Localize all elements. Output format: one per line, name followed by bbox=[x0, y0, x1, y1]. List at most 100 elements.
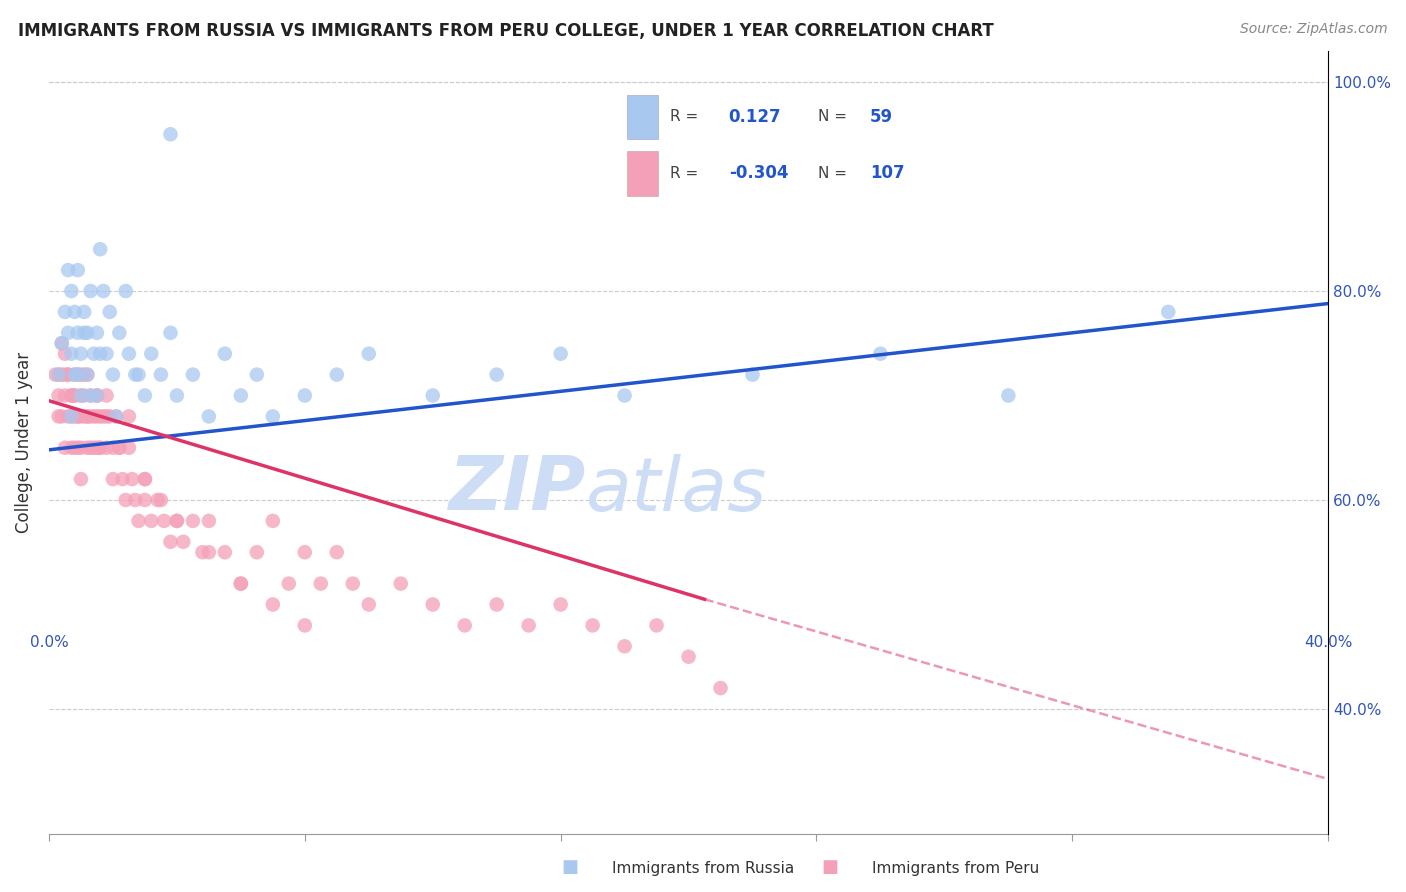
Point bbox=[262, 514, 284, 528]
Point bbox=[1157, 305, 1180, 319]
Point bbox=[191, 545, 214, 559]
Point bbox=[89, 347, 111, 361]
Point bbox=[56, 368, 79, 382]
Point bbox=[86, 326, 108, 340]
Point bbox=[181, 368, 204, 382]
Point bbox=[741, 368, 763, 382]
Point bbox=[146, 493, 169, 508]
Point bbox=[172, 534, 194, 549]
Text: ■: ■ bbox=[821, 858, 838, 876]
Point bbox=[709, 681, 731, 695]
Text: ZIP: ZIP bbox=[449, 453, 586, 526]
Point bbox=[86, 441, 108, 455]
Point bbox=[83, 347, 105, 361]
Point bbox=[134, 388, 156, 402]
Point bbox=[124, 368, 146, 382]
Point bbox=[198, 545, 221, 559]
Text: Immigrants from Russia: Immigrants from Russia bbox=[612, 861, 794, 876]
Point bbox=[79, 284, 101, 298]
Point bbox=[96, 388, 118, 402]
Point bbox=[51, 368, 73, 382]
Point bbox=[294, 545, 316, 559]
Point bbox=[101, 368, 124, 382]
Point bbox=[76, 368, 98, 382]
Point bbox=[79, 388, 101, 402]
Point bbox=[53, 388, 76, 402]
Point bbox=[63, 388, 86, 402]
Point bbox=[485, 598, 508, 612]
Point bbox=[73, 305, 96, 319]
Point bbox=[550, 598, 572, 612]
Point bbox=[108, 326, 131, 340]
Point bbox=[613, 640, 636, 654]
Point bbox=[645, 618, 668, 632]
Point bbox=[73, 388, 96, 402]
Point bbox=[159, 326, 181, 340]
Point bbox=[89, 441, 111, 455]
Point bbox=[53, 305, 76, 319]
Point bbox=[89, 242, 111, 256]
Point bbox=[581, 618, 603, 632]
Point bbox=[66, 409, 89, 424]
Point bbox=[91, 284, 114, 298]
Point bbox=[124, 493, 146, 508]
Point bbox=[56, 263, 79, 277]
Point bbox=[66, 441, 89, 455]
Text: IMMIGRANTS FROM RUSSIA VS IMMIGRANTS FROM PERU COLLEGE, UNDER 1 YEAR CORRELATION: IMMIGRANTS FROM RUSSIA VS IMMIGRANTS FRO… bbox=[18, 22, 994, 40]
Point bbox=[79, 409, 101, 424]
Point bbox=[114, 493, 136, 508]
Point bbox=[246, 368, 269, 382]
Point bbox=[997, 388, 1019, 402]
Point bbox=[214, 347, 236, 361]
Text: 40.0%: 40.0% bbox=[1303, 634, 1353, 649]
Point bbox=[118, 347, 141, 361]
Point bbox=[51, 336, 73, 351]
Text: atlas: atlas bbox=[586, 453, 768, 525]
Point bbox=[73, 368, 96, 382]
Point bbox=[326, 368, 349, 382]
Point bbox=[60, 441, 83, 455]
Point bbox=[101, 441, 124, 455]
Point bbox=[326, 545, 349, 559]
Point bbox=[89, 441, 111, 455]
Point bbox=[60, 388, 83, 402]
Point bbox=[114, 284, 136, 298]
Point bbox=[141, 514, 163, 528]
Point bbox=[342, 576, 364, 591]
Point bbox=[63, 441, 86, 455]
Point bbox=[83, 441, 105, 455]
Point bbox=[198, 514, 221, 528]
Point bbox=[76, 441, 98, 455]
Point bbox=[181, 514, 204, 528]
Point bbox=[166, 388, 188, 402]
Point bbox=[91, 409, 114, 424]
Text: Immigrants from Peru: Immigrants from Peru bbox=[873, 861, 1039, 876]
Point bbox=[60, 409, 83, 424]
Point bbox=[60, 409, 83, 424]
Point bbox=[89, 409, 111, 424]
Point bbox=[86, 388, 108, 402]
Point bbox=[83, 409, 105, 424]
Point bbox=[550, 347, 572, 361]
Point bbox=[229, 576, 252, 591]
Point bbox=[141, 347, 163, 361]
Point bbox=[309, 576, 332, 591]
Y-axis label: College, Under 1 year: College, Under 1 year bbox=[15, 352, 32, 533]
Point bbox=[108, 441, 131, 455]
Point bbox=[60, 347, 83, 361]
Point bbox=[869, 347, 891, 361]
Point bbox=[70, 347, 93, 361]
Point bbox=[277, 576, 299, 591]
Point bbox=[48, 368, 70, 382]
Point bbox=[70, 441, 93, 455]
Point bbox=[86, 409, 108, 424]
Point bbox=[96, 347, 118, 361]
Point bbox=[422, 598, 444, 612]
Point bbox=[76, 409, 98, 424]
Point bbox=[214, 545, 236, 559]
Point bbox=[60, 284, 83, 298]
Point bbox=[70, 388, 93, 402]
Point bbox=[389, 576, 412, 591]
Point bbox=[48, 409, 70, 424]
Point bbox=[246, 545, 269, 559]
